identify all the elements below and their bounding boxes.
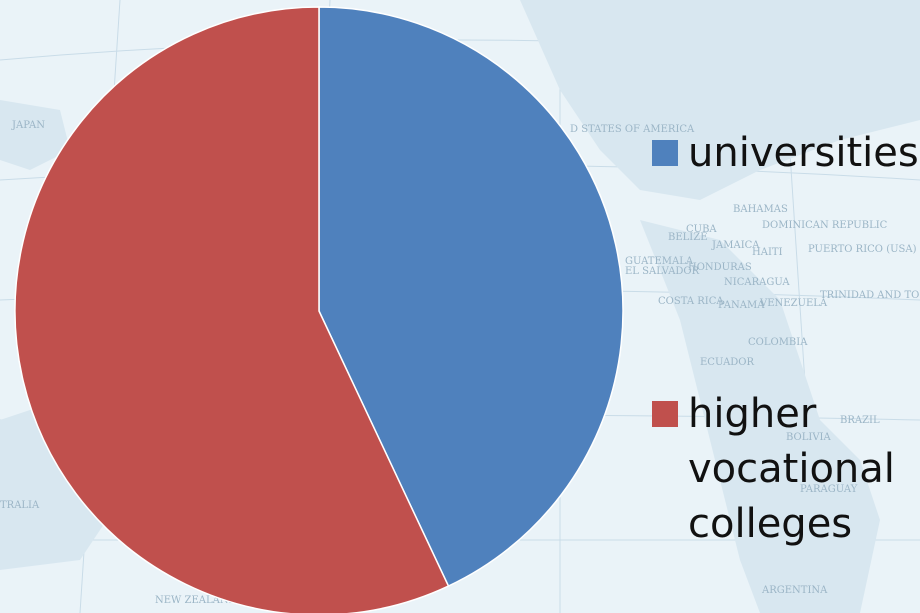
map-label: PUERTO RICO (USA) — [808, 244, 917, 255]
map-label: JAPAN — [11, 120, 45, 131]
legend-item-higher-vocational-colleges: higher vocational colleges — [652, 387, 908, 552]
pie-slice-universities — [318, 6, 624, 588]
map-label: GUATEMALA — [625, 256, 694, 267]
map-label: ARGENTINA — [761, 585, 828, 596]
map-label: BELIZE — [668, 232, 708, 243]
legend-label-universities: universities — [688, 130, 919, 176]
map-label: HONDURAS — [688, 262, 752, 273]
legend-swatch-higher-vocational-colleges — [652, 401, 678, 427]
map-label: JAMAICA — [711, 240, 760, 251]
legend-label-line: colleges — [688, 501, 853, 547]
map-label: PANAMA — [718, 300, 765, 311]
map-label: D STATES OF AMERICA — [570, 124, 695, 135]
map-label: NICARAGUA — [724, 277, 790, 288]
map-label: BAHAMAS — [733, 204, 788, 215]
map-label: TRINIDAD AND TOBAGO — [820, 290, 920, 301]
map-label: NEW ZEALAND — [155, 595, 237, 606]
map-label: COLOMBIA — [748, 337, 808, 348]
map-label: BOLIVIA — [786, 432, 831, 443]
map-label: HAITI — [752, 247, 783, 258]
pie-slice-higher-vocational-colleges — [14, 6, 450, 613]
map-label: COSTA RICA — [658, 296, 724, 307]
legend-label-line: vocational — [688, 446, 895, 492]
legend-item-universities: universities — [652, 126, 919, 181]
legend-label-line: higher — [688, 391, 817, 437]
map-label: EL SALVADOR — [625, 266, 700, 277]
map-label: ECUADOR — [700, 357, 755, 368]
legend-swatch-universities — [652, 140, 678, 166]
map-label: CUBA — [686, 224, 717, 235]
map-label: PARAGUAY — [800, 484, 858, 495]
legend-label-higher-vocational-colleges: higher vocational colleges — [688, 387, 908, 552]
map-label: BRAZIL — [840, 415, 880, 426]
map-label: DOMINICAN REPUBLIC — [762, 220, 888, 231]
map-label: VENEZUELA — [759, 298, 828, 309]
map-label: TRALIA — [0, 500, 40, 511]
